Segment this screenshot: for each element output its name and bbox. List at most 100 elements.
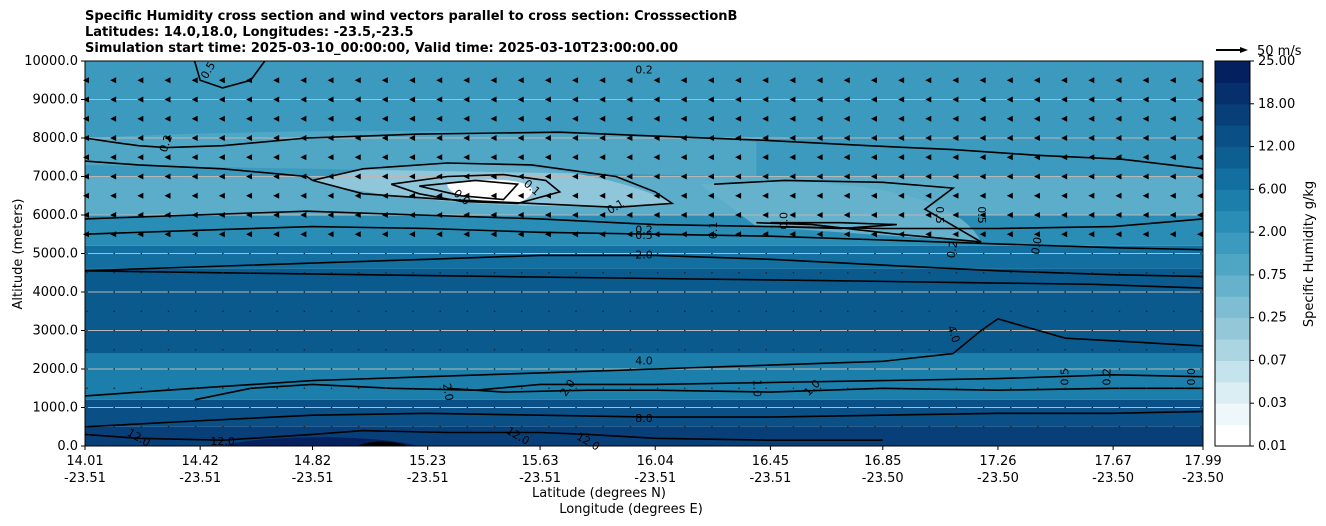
wind-arrow-icon xyxy=(1088,154,1095,161)
wind-dot-icon xyxy=(683,252,686,255)
wind-arrow-icon xyxy=(762,173,769,180)
wind-dot-icon xyxy=(1010,291,1012,293)
wind-dot-icon xyxy=(765,310,768,313)
wind-dot-icon xyxy=(357,368,360,370)
wind-arrow-icon xyxy=(626,96,633,103)
wind-arrow-icon xyxy=(843,231,850,238)
wind-dot-icon xyxy=(819,425,822,428)
wind-arrow-icon xyxy=(381,231,388,238)
wind-arrow-icon xyxy=(599,77,606,84)
wind-dot-icon xyxy=(738,425,740,428)
wind-dot-icon xyxy=(167,252,170,255)
wind-dot-icon xyxy=(140,271,143,274)
wind-arrow-icon xyxy=(816,77,823,84)
wind-arrow-icon xyxy=(762,212,769,218)
wind-arrow-icon xyxy=(1061,173,1068,180)
wind-dot-icon xyxy=(629,310,632,313)
wind-arrow-icon xyxy=(843,212,850,218)
wind-arrow-icon xyxy=(110,173,117,180)
wind-dot-icon xyxy=(276,348,278,351)
wind-arrow-icon xyxy=(1061,154,1068,161)
wind-dot-icon xyxy=(738,310,740,313)
wind-dot-icon xyxy=(493,271,496,274)
contour-label: 0.5 xyxy=(1058,368,1071,386)
wind-arrow-icon xyxy=(300,96,307,103)
wind-arrow-icon xyxy=(572,96,579,103)
wind-dot-icon xyxy=(86,252,88,255)
wind-arrow-icon xyxy=(191,154,198,161)
wind-arrow-icon xyxy=(110,135,117,141)
contour-line xyxy=(84,318,1204,397)
wind-dot-icon xyxy=(982,387,985,390)
y-tick-label: 9000.0 xyxy=(33,93,79,108)
wind-dot-icon xyxy=(683,310,686,313)
wind-arrow-icon xyxy=(246,192,253,199)
wind-dot-icon xyxy=(602,291,605,293)
wind-dot-icon xyxy=(575,329,577,332)
colorbar-tick-label: 12.00 xyxy=(1258,140,1295,155)
wind-arrow-icon xyxy=(653,135,660,141)
wind-arrow-icon xyxy=(354,77,361,84)
wind-arrow-icon xyxy=(870,77,877,84)
wind-arrow-icon xyxy=(517,154,524,161)
wind-dot-icon xyxy=(194,387,197,390)
humidity-band xyxy=(85,353,1203,400)
wind-dot-icon xyxy=(276,406,278,409)
wind-dot-icon xyxy=(276,252,278,255)
wind-dot-icon xyxy=(276,368,278,370)
wind-dot-icon xyxy=(167,425,170,428)
wind-dot-icon xyxy=(874,387,876,390)
wind-dot-icon xyxy=(194,406,197,409)
colorbar-swatch xyxy=(1215,403,1250,426)
wind-arrow-icon xyxy=(653,77,660,84)
wind-dot-icon xyxy=(629,368,632,370)
wind-dot-icon xyxy=(466,348,469,351)
wind-arrow-icon xyxy=(490,173,497,180)
wind-arrow-icon xyxy=(680,192,687,199)
wind-dot-icon xyxy=(167,271,170,274)
wind-arrow-icon xyxy=(110,231,117,238)
wind-dot-icon xyxy=(1173,348,1175,351)
wind-dot-icon xyxy=(113,425,115,428)
wind-dot-icon xyxy=(765,291,768,293)
wind-arrow-icon xyxy=(83,192,89,199)
wind-arrow-icon xyxy=(218,135,225,141)
wind-dot-icon xyxy=(439,291,442,293)
wind-arrow-icon xyxy=(653,115,660,122)
wind-arrow-icon xyxy=(273,231,280,238)
wind-arrow-icon xyxy=(1142,96,1149,103)
wind-arrow-icon xyxy=(273,135,280,141)
wind-arrow-icon xyxy=(925,173,932,180)
wind-dot-icon xyxy=(1091,329,1094,332)
contour-line xyxy=(84,210,1204,230)
wind-dot-icon xyxy=(357,406,360,409)
wind-dot-icon xyxy=(357,387,360,390)
wind-arrow-icon xyxy=(1115,192,1122,199)
wind-arrow-icon xyxy=(680,96,687,103)
wind-arrow-icon xyxy=(544,231,551,238)
wind-arrow-icon xyxy=(354,96,361,103)
wind-dot-icon xyxy=(982,329,985,332)
wind-arrow-icon xyxy=(137,173,144,180)
wind-arrow-icon xyxy=(707,212,714,218)
wind-arrow-icon xyxy=(463,173,470,180)
wind-arrow-icon xyxy=(1006,77,1013,84)
wind-dot-icon xyxy=(602,406,605,409)
wind-dot-icon xyxy=(1037,291,1039,293)
wind-dot-icon xyxy=(738,387,740,390)
y-tick-label: 10000.0 xyxy=(24,54,78,69)
wind-dot-icon xyxy=(738,348,740,351)
y-tick-label: 1000.0 xyxy=(33,401,79,416)
contour-line xyxy=(84,410,1204,428)
wind-dot-icon xyxy=(194,252,197,255)
wind-dot-icon xyxy=(928,387,931,390)
wind-arrow-icon xyxy=(544,77,551,84)
wind-dot-icon xyxy=(1200,368,1202,370)
wind-dot-icon xyxy=(1037,271,1039,274)
wind-dot-icon xyxy=(385,329,387,332)
wind-dot-icon xyxy=(765,406,768,409)
wind-arrow-icon xyxy=(273,154,280,161)
contour-label: 0.5 xyxy=(635,229,653,242)
wind-arrow-icon xyxy=(816,96,823,103)
x-tick-latitude: 16.85 xyxy=(864,454,901,469)
